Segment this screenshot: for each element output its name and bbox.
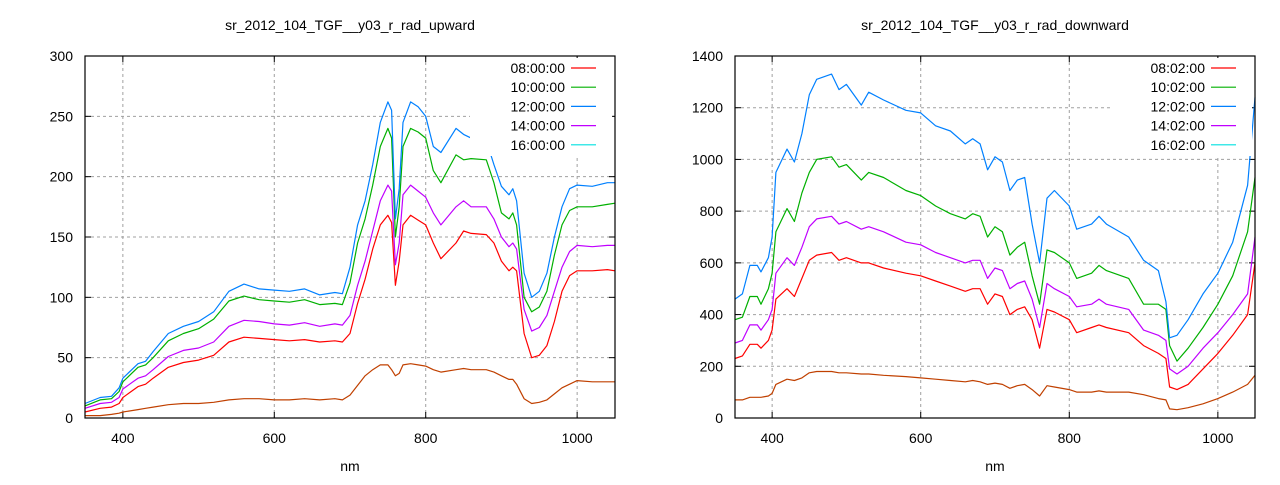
y-tick-label: 150 [50, 229, 74, 245]
x-tick-label: 400 [111, 430, 135, 446]
legend-label: 08:02:00 [1151, 60, 1206, 76]
y-tick-label: 0 [65, 410, 73, 426]
series-line-140000 [84, 184, 615, 409]
series-line-160000 [85, 363, 615, 417]
y-tick-label: 200 [700, 358, 724, 374]
series-line-120000 [84, 101, 615, 405]
series-line-100000 [84, 127, 616, 407]
y-tick-label: 0 [715, 410, 723, 426]
plot-frame [84, 55, 616, 419]
y-tick-label: 300 [50, 48, 74, 64]
y-tick-label: 200 [50, 169, 74, 185]
legend-label: 12:00:00 [511, 98, 566, 114]
chart-title: sr_2012_104_TGF__y03_r_rad_downward [861, 17, 1129, 33]
y-tick-label: 1200 [692, 100, 723, 116]
x-axis-label: nm [985, 458, 1004, 474]
plot-frame [734, 55, 1256, 419]
chart-title: sr_2012_104_TGF__y03_r_rad_upward [225, 17, 475, 33]
x-axis-label: nm [340, 458, 359, 474]
y-tick-label: 1400 [692, 48, 723, 64]
series-line-080200 [734, 251, 1256, 391]
x-tick-label: 600 [909, 430, 933, 446]
y-tick-label: 250 [50, 108, 74, 124]
x-tick-label: 1000 [1202, 430, 1233, 446]
legend-label: 16:02:00 [1151, 137, 1206, 153]
chart-downward: sr_2012_104_TGF__y03_r_rad_downward nm 4… [692, 17, 1256, 474]
y-tick-label: 1000 [692, 151, 723, 167]
y-tick-label: 50 [57, 350, 73, 366]
y-tick-label: 800 [700, 203, 724, 219]
y-tick-label: 400 [700, 307, 724, 323]
legend-label: 14:00:00 [511, 118, 566, 134]
y-tick-label: 100 [50, 289, 74, 305]
series-line-080000 [84, 214, 616, 413]
x-tick-label: 400 [760, 430, 784, 446]
legend-label: 14:02:00 [1151, 118, 1206, 134]
x-tick-label: 600 [263, 430, 287, 446]
legend-label: 12:02:00 [1151, 98, 1206, 114]
legend-label: 08:00:00 [511, 60, 566, 76]
chart-upward: sr_2012_104_TGF__y03_r_rad_upward nm 400… [50, 17, 616, 474]
x-tick-label: 1000 [562, 430, 593, 446]
legend-label: 16:00:00 [511, 137, 566, 153]
legend-label: 10:02:00 [1151, 79, 1206, 95]
series-line-100200 [734, 156, 1256, 362]
x-tick-label: 800 [1058, 430, 1082, 446]
y-tick-label: 600 [700, 255, 724, 271]
x-tick-label: 800 [414, 430, 438, 446]
series-line-140200 [734, 215, 1256, 375]
legend-label: 10:00:00 [511, 79, 566, 95]
series-line-160200 [735, 370, 1256, 411]
series-line-120200 [734, 73, 1256, 339]
